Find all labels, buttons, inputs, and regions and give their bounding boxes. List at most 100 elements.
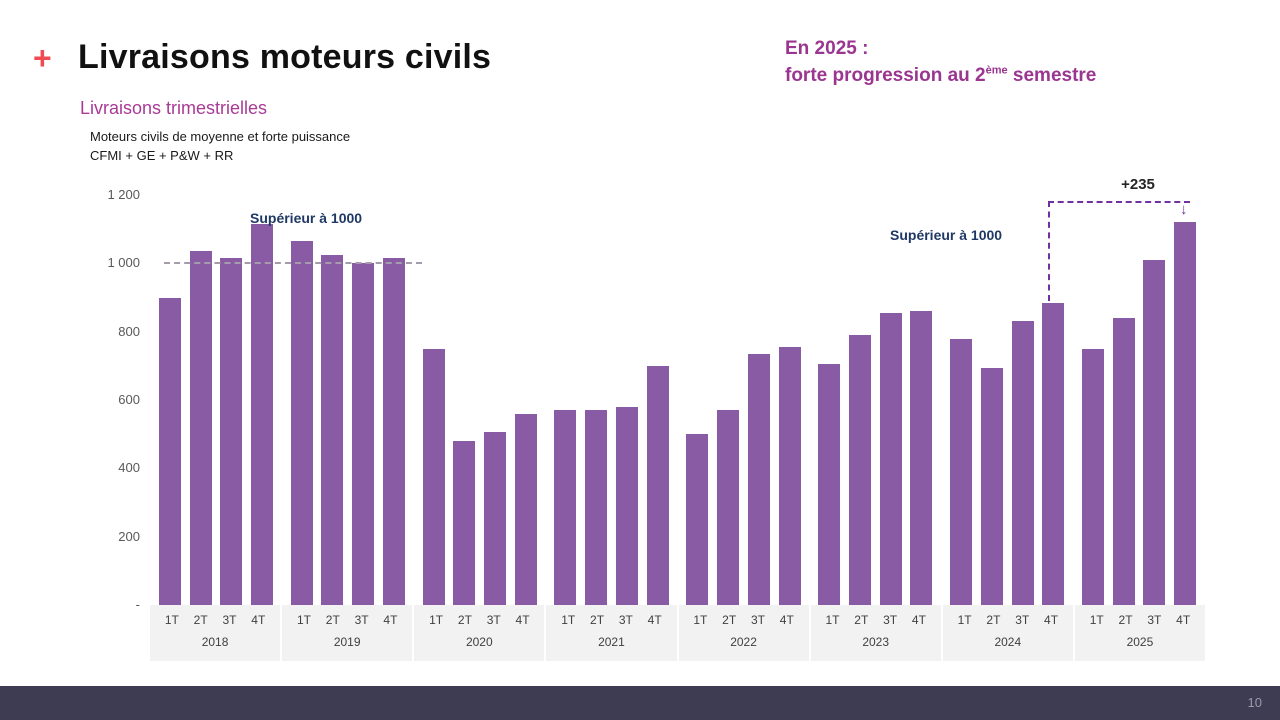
y-axis-tick-label: 400 [118,460,140,476]
bar-2021-4T [646,365,669,605]
chart-title-line1: Moteurs civils de moyenne et forte puiss… [90,129,351,144]
delta-annotation: +235 [1121,176,1155,193]
quarter-label: 2T [193,613,208,627]
year-group-2019 [282,195,414,605]
quarter-label: 3T [1147,613,1162,627]
quarter-label: 1T [561,613,576,627]
quarter-label: 1T [825,613,840,627]
x-axis-year-cell-2025: 1T 2T 3T 4T 2025 [1075,605,1205,661]
quarter-label: 4T [383,613,398,627]
bar-2020-4T [514,413,537,605]
threshold-dashed-line [164,262,422,264]
quarter-label: 3T [222,613,237,627]
bar-2023-3T [879,312,902,605]
bars-container [150,195,1205,605]
bar-2021-1T [554,410,577,605]
x-axis-year-cell-2022: 1T 2T 3T 4T 2022 [679,605,811,661]
year-label: 2025 [1126,635,1154,649]
bar-2018-2T [189,251,212,605]
year-group-2025 [1073,195,1205,605]
quarter-label: 2T [1118,613,1133,627]
bar-2022-1T [686,434,709,605]
quarter-label: 4T [1044,613,1059,627]
quarter-label: 3T [1015,613,1030,627]
year-group-2018 [150,195,282,605]
quarter-label: 1T [1089,613,1104,627]
year-label: 2024 [994,635,1022,649]
quarter-label: 3T [618,613,633,627]
bar-2023-4T [910,311,933,605]
year-group-2021 [546,195,678,605]
bar-2024-4T [1042,302,1065,605]
year-group-2020 [414,195,546,605]
y-axis-tick-label: 600 [118,392,140,407]
quarter-label: 3T [750,613,765,627]
year-group-2024 [941,195,1073,605]
quarter-label: 4T [1176,613,1191,627]
bar-2025-3T [1143,259,1166,605]
year-label: 2020 [465,635,493,649]
year-group-2022 [678,195,810,605]
page-subtitle: Livraisons trimestrielles [80,98,268,118]
x-axis-year-cell-2024: 1T 2T 3T 4T 2024 [943,605,1075,661]
x-axis-year-cell-2023: 1T 2T 3T 4T 2023 [811,605,943,661]
highlight-line1: En 2025 : [785,38,869,59]
arrow-down-icon: ↓ [1180,201,1188,218]
page-number: 10 [1247,695,1262,710]
bar-2021-2T [585,410,608,605]
year-label: 2022 [730,635,757,649]
chart-title-line2: CFMI + GE + P&W + RR [90,147,234,163]
x-axis-year-cell-2019: 1T 2T 3T 4T 2019 [282,605,415,661]
chart-title: Moteurs civils de moyenne et forte puiss… [90,128,350,166]
quarter-label: 1T [693,613,708,627]
year-label: 2018 [201,635,229,649]
year-label: 2021 [598,635,625,649]
quarter-label: 2T [986,613,1001,627]
x-axis-year-cell-2018: 1T 2T 3T 4T 2018 [150,605,283,661]
plot-area: Supérieur à 1000 Supérieur à 1000 +235 ↓ [150,176,1205,605]
bar-2019-2T [321,254,344,605]
accent-plus-icon: + [33,40,52,76]
quarter-label: 4T [779,613,794,627]
footer-bar: 10 [0,686,1280,720]
year-group-2023 [809,195,941,605]
quarter-label: 4T [515,613,530,627]
bar-2022-4T [778,347,801,605]
quarter-label: 2T [457,613,472,627]
bar-2023-1T [818,364,841,605]
quarter-label: 1T [957,613,972,627]
threshold-label-left: Supérieur à 1000 [250,210,363,226]
quarter-label: 3T [486,613,501,627]
bar-2018-1T [158,297,181,605]
bar-2024-1T [950,338,973,605]
quarter-label: 2T [590,613,605,627]
bar-2022-2T [717,410,740,605]
bar-2019-1T [290,241,313,605]
y-axis-tick-label: - [135,597,140,612]
y-axis-tick-label: 200 [118,528,140,544]
bar-2024-3T [1011,321,1034,605]
bar-2025-4T [1174,222,1197,605]
bar-2019-3T [352,263,375,605]
y-axis-tick-label: 1 200 [107,187,140,202]
y-axis-tick-label: 800 [118,323,140,339]
quarter-label: 3T [354,613,369,627]
x-axis: 1T 2T 3T 4T 2018 1T 2T 3T 4T 2019 1T 2T 3T 4T 2020 1T 2T… [150,605,1205,661]
quarter-label: 2T [325,613,340,627]
bar-2023-2T [848,335,871,605]
bar-2019-4T [382,258,405,605]
quarter-label: 4T [251,613,266,627]
x-axis-year-cell-2020: 1T 2T 3T 4T 2020 [414,605,547,661]
bar-2025-1T [1081,348,1104,605]
y-axis-tick-label: 1 000 [107,255,140,271]
threshold-label-right: Supérieur à 1000 [890,227,1003,243]
bar-2022-3T [747,353,770,605]
quarter-label: 2T [722,613,737,627]
bar-2020-2T [453,441,476,605]
highlight-line2: forte progression au 2ème semestre [785,64,1097,86]
bar-2020-1T [422,348,445,605]
quarter-label: 3T [883,613,898,627]
highlight-text: En 2025 : forte progression au 2ème seme… [785,36,1096,89]
quarter-label: 4T [911,613,926,627]
y-axis: 1 200 1 000 800 600 400 200 - [100,187,146,612]
